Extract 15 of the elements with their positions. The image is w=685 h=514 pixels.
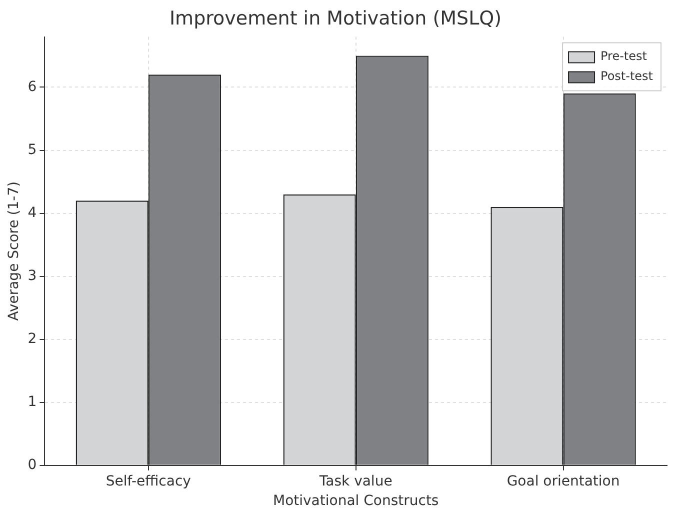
y-tick-label: 2 [28,330,37,347]
x-tick-label: Task value [318,473,392,490]
x-axis-title: Motivational Constructs [272,493,439,510]
x-tick-label: Goal orientation [506,473,620,490]
y-axis-title: Average Score (1-7) [6,181,22,321]
x-tick-label: Self-efficacy [106,473,191,490]
y-tick-label: 0 [28,457,37,474]
y-tick-label: 6 [28,78,37,95]
y-tick-label: 4 [28,204,37,221]
legend-label: Post-test [600,68,654,83]
y-tick-label: 1 [28,394,37,410]
chart-title: Improvement in Motivation (MSLQ) [169,7,502,30]
y-tick-label: 3 [28,268,37,284]
legend-label: Pre-test [600,48,648,63]
y-tick-label: 5 [28,142,37,158]
